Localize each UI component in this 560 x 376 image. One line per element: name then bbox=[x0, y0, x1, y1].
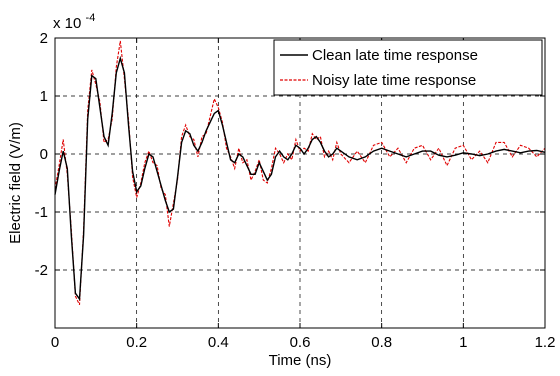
legend-label-clean: Clean late time response bbox=[312, 47, 478, 64]
y-axis-title: Electric field (V/m) bbox=[7, 122, 24, 244]
y-tick-label: -1 bbox=[35, 204, 48, 221]
x-tick-label: 0.4 bbox=[208, 334, 229, 351]
x-tick-label: 1 bbox=[459, 334, 467, 351]
x-axis-title: Time (ns) bbox=[269, 352, 332, 369]
series-lines bbox=[54, 40, 546, 306]
x-tick-label: 0 bbox=[51, 334, 59, 351]
x-tick-label: 0.6 bbox=[290, 334, 311, 351]
x-tick-label: 0.8 bbox=[371, 334, 392, 351]
y-axis-exponent-label: x 10 -4 bbox=[53, 12, 95, 32]
y-exponent-base: x 10 bbox=[53, 15, 81, 32]
y-tick-label: 1 bbox=[40, 88, 48, 105]
legend-label-noisy: Noisy late time response bbox=[312, 72, 476, 89]
y-tick-label: 0 bbox=[40, 146, 48, 163]
y-exponent-power: -4 bbox=[86, 12, 96, 24]
y-tick-label: -2 bbox=[35, 262, 48, 279]
legend-box bbox=[273, 39, 543, 96]
x-tick-label: 1.2 bbox=[535, 334, 556, 351]
legend: Clean late time response Noisy late time… bbox=[273, 39, 543, 96]
y-tick-label: 2 bbox=[40, 30, 48, 47]
x-tick-label: 0.2 bbox=[126, 334, 147, 351]
series-line-clean bbox=[54, 55, 546, 302]
